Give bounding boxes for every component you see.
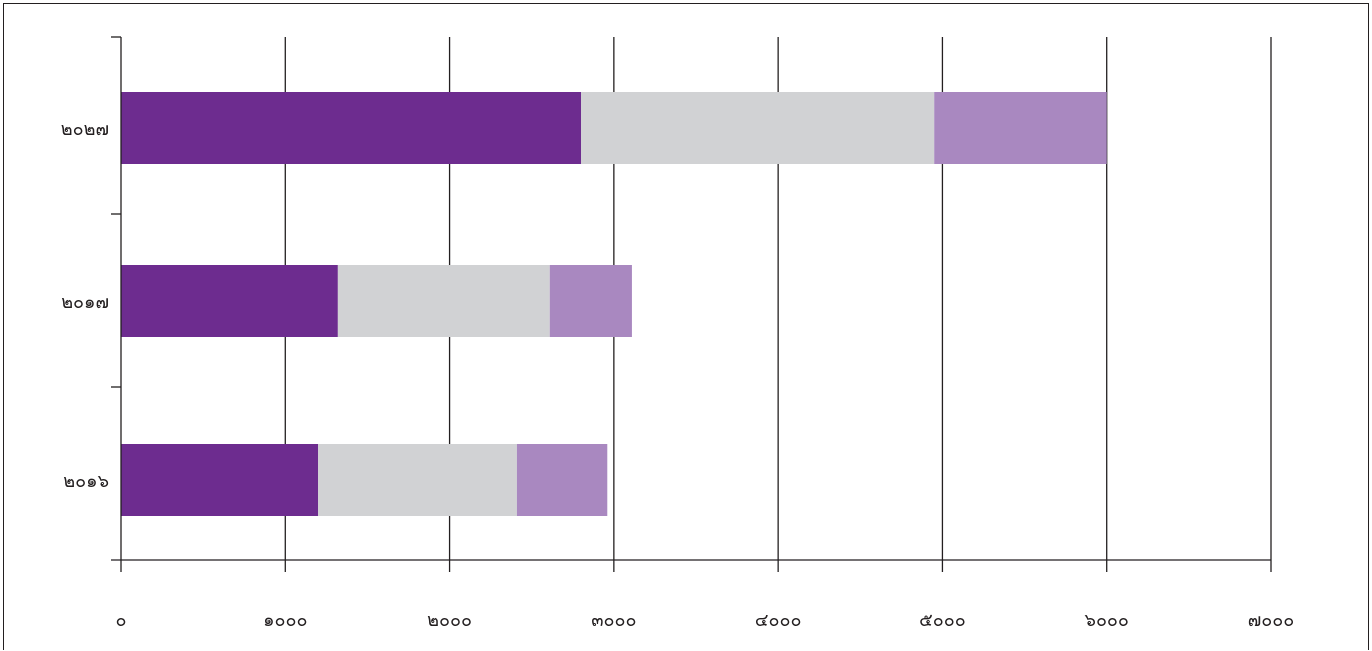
x-tick-label-0: ๐ xyxy=(116,610,127,631)
bar-๒๐๑๖-segment-2 xyxy=(318,444,517,516)
bar-๒๐๒๗-segment-2 xyxy=(581,92,935,164)
x-tick-label-5000: ๕๐๐๐ xyxy=(919,610,966,631)
y-tick-label-0: ๒๐๑๖ xyxy=(63,471,109,492)
x-tick-label-6000: ๖๐๐๐ xyxy=(1085,610,1129,631)
bar-๒๐๑๗-segment-2 xyxy=(337,265,550,337)
bar-๒๐๑๗-segment-3 xyxy=(549,265,632,337)
bar-๒๐๒๗-segment-3 xyxy=(934,92,1107,164)
tick-labels: ๐ ๑๐๐๐ ๒๐๐๐ ๓๐๐๐ ๔๐๐๐ ๕๐๐๐ ๖๐๐๐ ๗๐๐๐ ๒๐๑๖ ๒๐๑๗ ๒๐๒… xyxy=(61,119,1295,631)
x-tick-label-7000: ๗๐๐๐ xyxy=(1248,610,1295,631)
y-tick-label-2: ๒๐๒๗ xyxy=(61,119,109,140)
x-tick-label-2000: ๒๐๐๐ xyxy=(427,610,472,631)
x-tick-label-4000: ๔๐๐๐ xyxy=(755,610,802,631)
bar-๒๐๑๗-segment-1 xyxy=(121,265,338,337)
axes xyxy=(111,36,1272,572)
bars xyxy=(121,92,1107,516)
bar-chart: ๐ ๑๐๐๐ ๒๐๐๐ ๓๐๐๐ ๔๐๐๐ ๕๐๐๐ ๖๐๐๐ ๗๐๐๐ ๒๐๑๖ ๒๐๑๗ ๒๐๒… xyxy=(61,36,1295,631)
bar-๒๐๑๖-segment-3 xyxy=(516,444,608,516)
x-tick-label-3000: ๓๐๐๐ xyxy=(591,610,636,631)
bar-๒๐๒๗-segment-1 xyxy=(121,92,581,164)
bar-๒๐๑๖-segment-1 xyxy=(121,444,319,516)
chart-frame: ๐ ๑๐๐๐ ๒๐๐๐ ๓๐๐๐ ๔๐๐๐ ๕๐๐๐ ๖๐๐๐ ๗๐๐๐ ๒๐๑๖ ๒๐๑๗ ๒๐๒… xyxy=(3,3,1369,650)
y-tick-label-1: ๒๐๑๗ xyxy=(61,292,109,313)
x-tick-label-1000: ๑๐๐๐ xyxy=(263,610,307,631)
